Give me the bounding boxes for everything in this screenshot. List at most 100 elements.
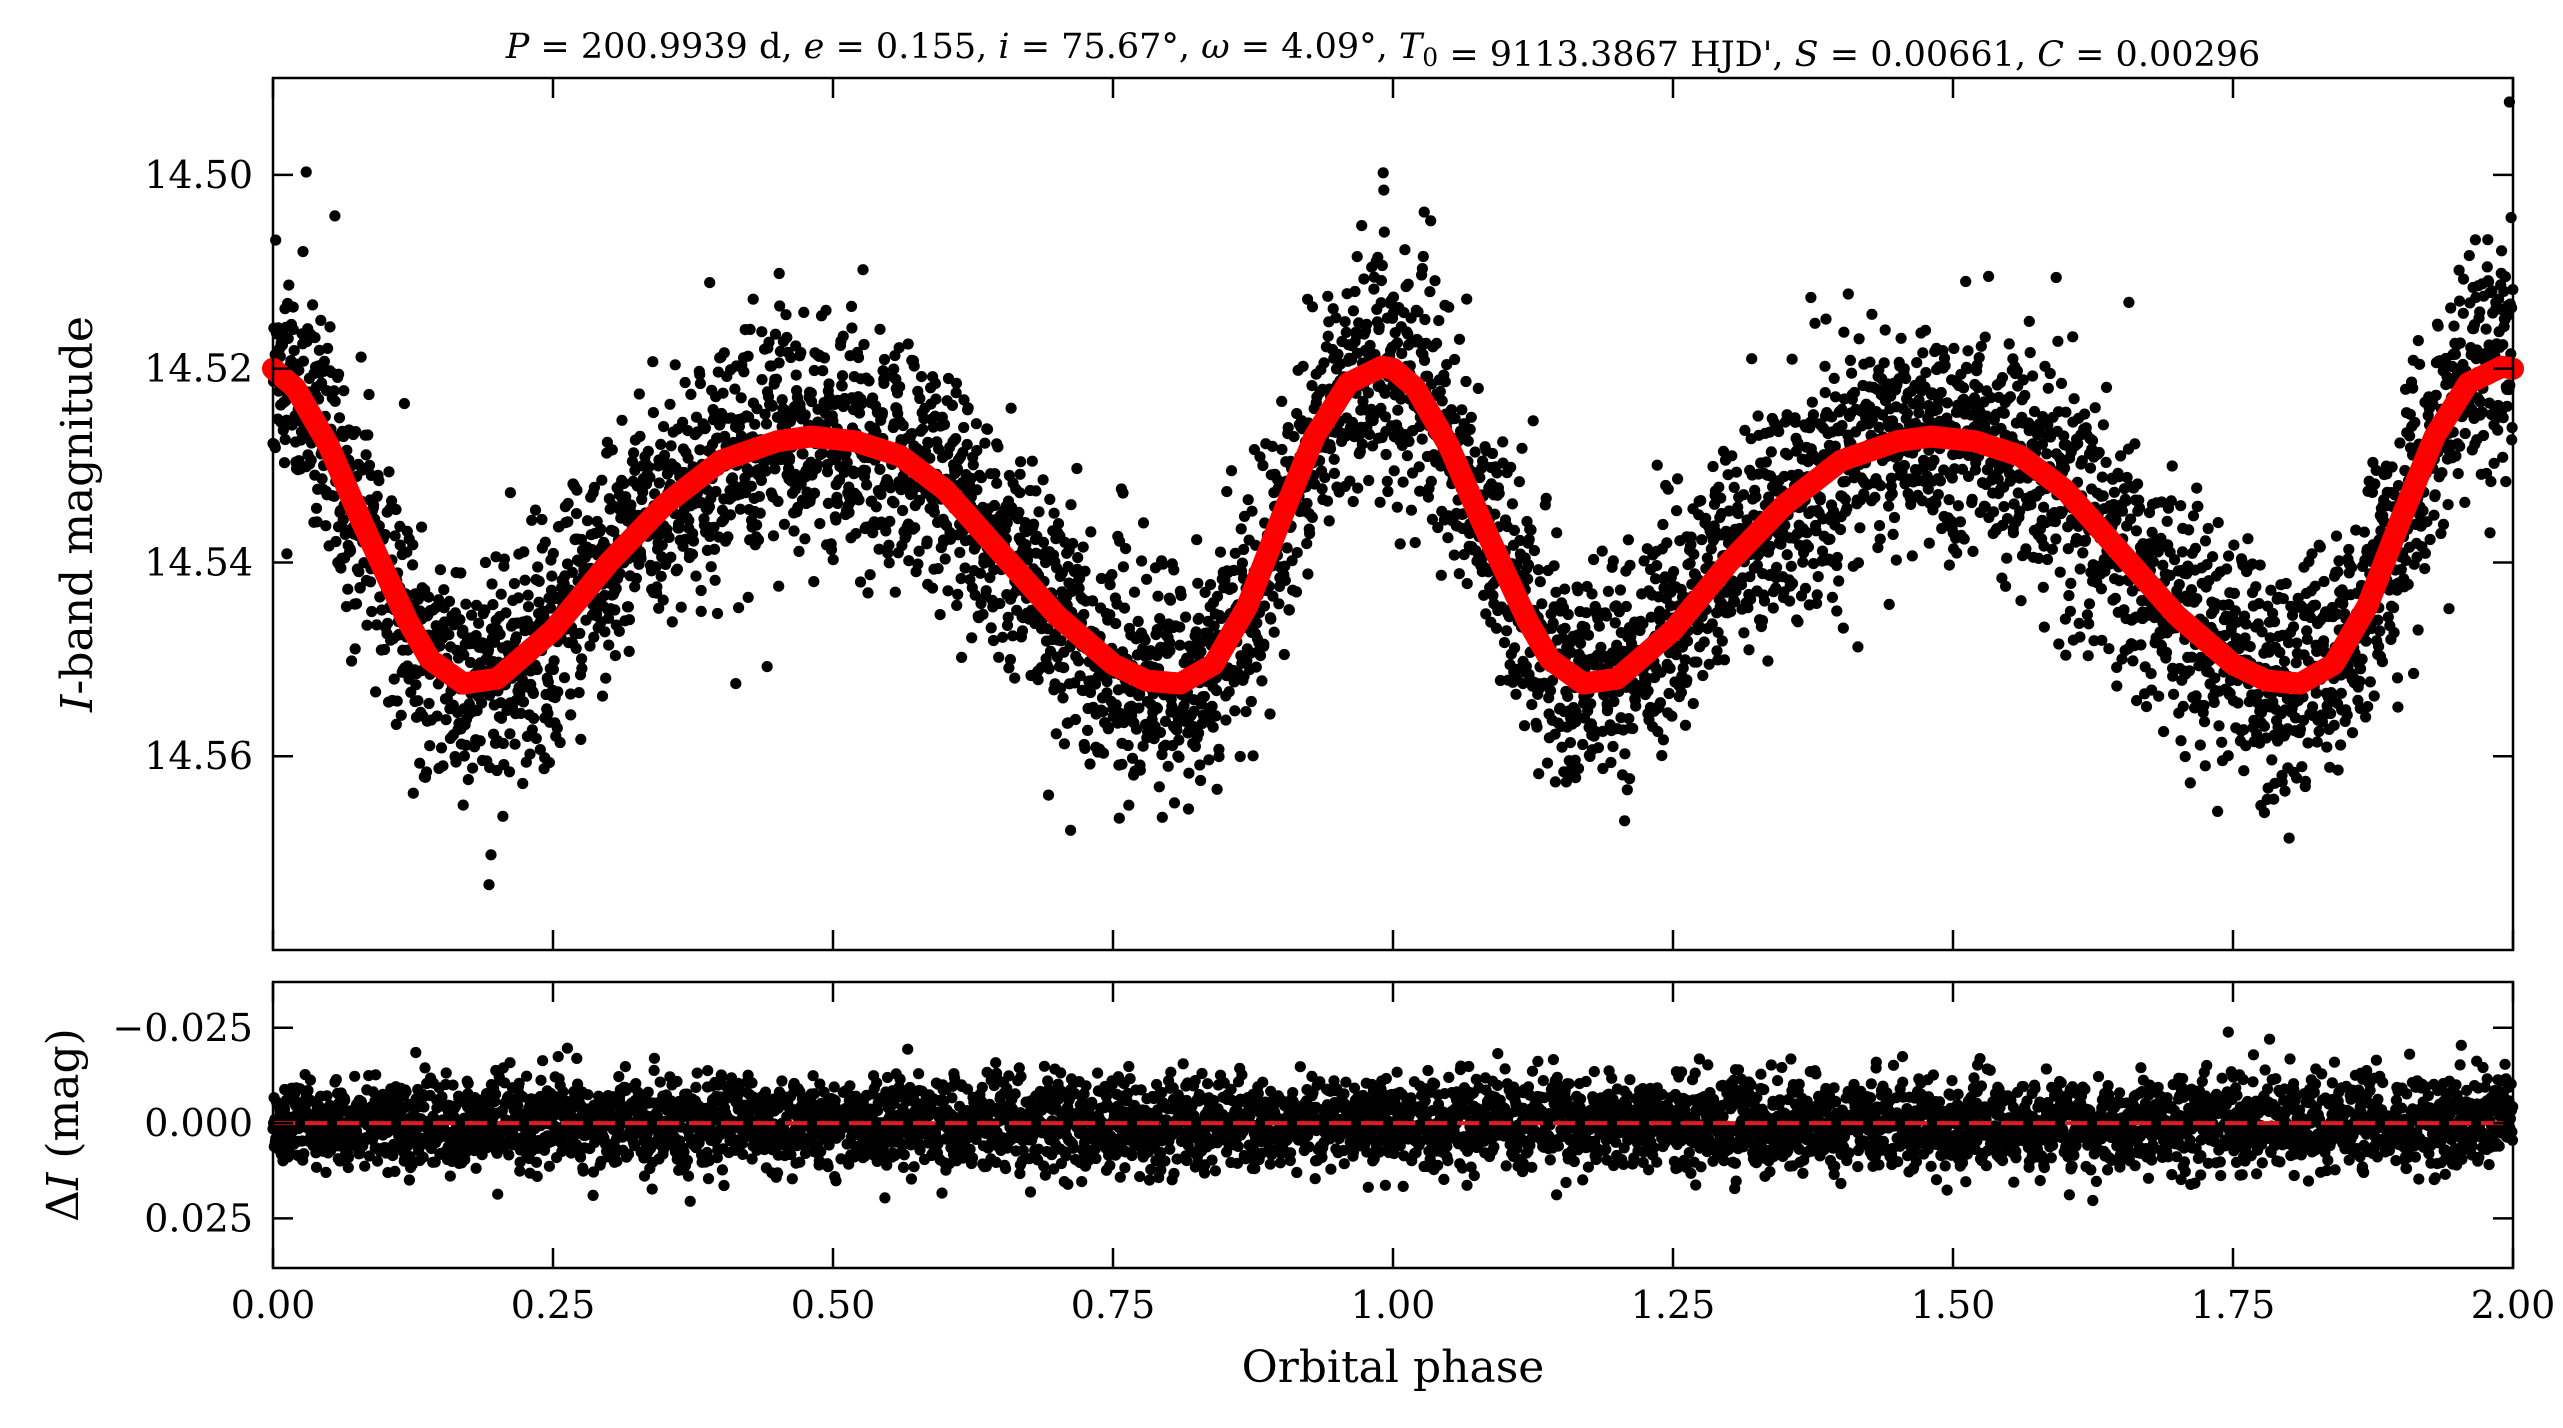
data-point — [1518, 720, 1531, 732]
data-point — [1941, 397, 1953, 409]
data-point — [2287, 621, 2300, 633]
data-point — [859, 464, 872, 477]
data-point — [699, 422, 712, 434]
data-point — [1065, 499, 1077, 511]
data-point — [371, 490, 383, 502]
data-point — [565, 709, 577, 721]
data-point — [1874, 480, 1887, 492]
data-point — [2341, 709, 2353, 721]
data-point — [581, 515, 594, 527]
data-point — [454, 614, 466, 626]
data-point — [386, 495, 398, 507]
data-point — [434, 564, 446, 576]
data-point — [2086, 435, 2099, 447]
data-point — [2419, 563, 2431, 575]
data-point — [1110, 699, 1122, 711]
data-point — [315, 314, 327, 326]
data-point — [780, 309, 792, 321]
data-point — [1246, 505, 1258, 517]
data-point — [2242, 533, 2254, 545]
data-point — [873, 543, 885, 555]
data-point — [2207, 551, 2219, 563]
data-point — [2228, 587, 2240, 600]
data-point — [363, 459, 376, 471]
data-point — [1321, 495, 1334, 507]
data-point — [618, 477, 630, 489]
data-point — [760, 418, 773, 430]
data-point — [490, 551, 502, 563]
data-point — [353, 566, 365, 578]
data-point — [1273, 598, 1285, 610]
data-point — [2060, 406, 2072, 418]
data-point — [1607, 555, 1619, 567]
data-point — [1531, 721, 1543, 733]
data-point — [1962, 345, 1974, 357]
data-point — [1001, 517, 1013, 529]
data-point — [329, 395, 341, 407]
data-point — [504, 487, 516, 499]
data-point — [1173, 734, 1185, 746]
data-point — [1242, 494, 1254, 506]
data-point — [2388, 602, 2400, 614]
data-point — [526, 514, 538, 526]
data-point — [653, 602, 665, 614]
data-point — [1164, 637, 1176, 649]
data-point — [1562, 608, 1574, 621]
data-point — [1765, 446, 1777, 458]
data-point — [1596, 545, 1608, 557]
data-point — [1120, 543, 1132, 555]
data-point — [2404, 430, 2416, 442]
data-point — [969, 589, 981, 601]
data-point — [2313, 725, 2325, 738]
data-point — [600, 672, 612, 684]
data-point — [1837, 622, 1849, 634]
data-point — [328, 490, 340, 502]
data-point — [837, 330, 849, 342]
data-point — [1174, 639, 1186, 651]
data-point — [318, 355, 330, 367]
data-point — [1572, 762, 1585, 775]
data-point — [360, 449, 372, 461]
data-point — [878, 353, 891, 366]
data-point — [1675, 686, 1687, 699]
data-point — [1044, 493, 1056, 505]
data-point — [371, 619, 383, 631]
data-point — [704, 530, 716, 543]
data-point — [658, 421, 670, 433]
data-point — [1820, 313, 1832, 325]
data-point — [531, 663, 543, 676]
data-point — [1065, 824, 1077, 836]
data-point — [1501, 625, 1513, 637]
data-point — [443, 595, 456, 608]
data-point — [1378, 226, 1390, 238]
data-point — [362, 429, 374, 441]
data-point — [2109, 592, 2121, 604]
data-point — [2238, 765, 2250, 777]
data-point — [994, 597, 1006, 610]
data-point — [515, 707, 527, 720]
data-point — [1405, 504, 1417, 516]
data-point — [330, 535, 342, 548]
data-point — [1137, 740, 1149, 752]
data-point — [420, 766, 433, 778]
data-point — [2041, 448, 2053, 460]
data-point — [2116, 505, 2129, 517]
data-point — [383, 466, 395, 478]
data-point — [2325, 707, 2337, 720]
data-point — [836, 370, 849, 382]
data-point — [1609, 617, 1621, 629]
data-point — [524, 748, 536, 760]
data-point — [1853, 333, 1865, 345]
data-point — [512, 592, 525, 604]
data-point — [2053, 638, 2065, 650]
data-point — [349, 643, 361, 655]
data-point — [1210, 710, 1222, 722]
data-point — [665, 440, 677, 452]
data-point — [1725, 606, 1737, 618]
data-point — [708, 543, 721, 555]
data-point — [414, 757, 426, 769]
data-point — [416, 521, 428, 533]
data-point — [486, 578, 498, 590]
data-point — [2145, 668, 2157, 680]
data-point — [1168, 797, 1181, 809]
